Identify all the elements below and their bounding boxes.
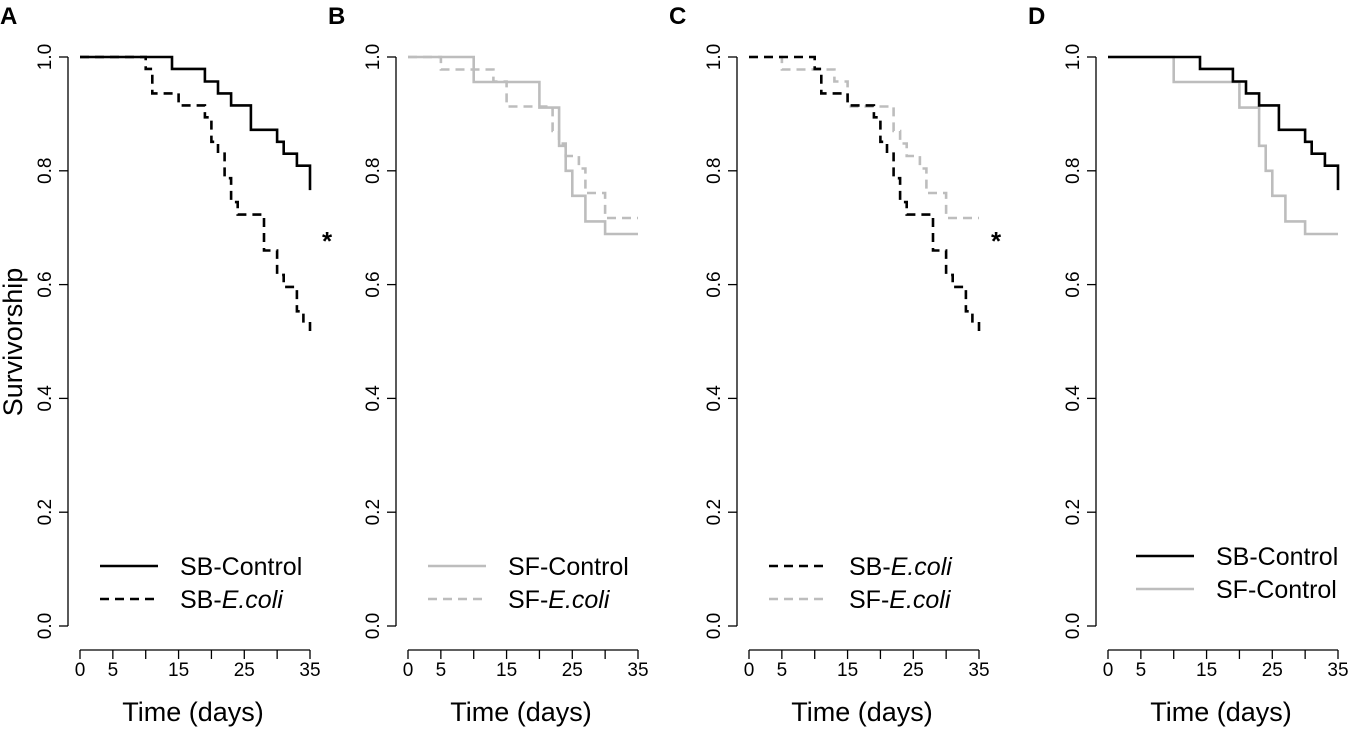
panel-letter-d: D [1028,3,1045,30]
legend-label: SB-E.coli [180,586,284,614]
x-tick-label: 5 [777,660,788,681]
y-tick-label: 0.2 [704,499,725,525]
x-axis-label: Time (days) [450,697,592,727]
x-tick-label: 25 [1262,660,1283,681]
x-tick-label: 35 [968,660,989,681]
survival-curve-sf-ecoli [749,55,979,220]
legend-label: SF-Control [1216,576,1337,604]
legend-label-italic: E.coli [222,586,285,614]
legend-label-prefix: SB- [180,586,222,614]
panel-letter-b: B [328,3,345,30]
y-tick-label: 0.0 [363,613,384,639]
x-tick-label: 0 [403,660,414,681]
y-tick-label: 1.0 [1063,44,1084,70]
survival-curve-sb-control [80,55,312,191]
panel-letter-c: C [669,3,686,30]
y-tick-label: 0.6 [704,271,725,297]
panel-letter-a: A [0,3,17,30]
legend-label: SB-Control [1216,543,1338,571]
legend-label-italic: E.coli [889,586,952,614]
x-tick-label: 0 [75,660,86,681]
significance-asterisk: * [991,226,1002,256]
x-tick-label: 5 [108,660,119,681]
legend-label-italic: E.coli [891,553,954,581]
y-tick-label: 0.4 [363,385,384,412]
x-tick-label: 5 [436,660,447,681]
legend-label-prefix: SF-Control [1216,576,1337,604]
y-tick-label: 0.8 [704,158,725,184]
y-tick-label: 1.0 [35,44,56,70]
legend-label-prefix: SB-Control [1216,543,1338,571]
panel-c: C 0.0 0.2 0.4 0.6 0.8 1.0 0 5 15 25 35 Time (days) * S… [669,3,1002,727]
legend-label: SB-Control [180,553,302,581]
legend-label-prefix: SF- [508,586,548,614]
survival-curve-sb-control [1108,55,1340,191]
survival-curve-sb-ecoli [80,55,312,336]
x-axis-label: Time (days) [122,697,264,727]
y-tick-label: 0.0 [1063,613,1084,639]
x-tick-label: 35 [627,660,648,681]
legend-label-italic: E.coli [548,586,611,614]
legend-label-prefix: SB-Control [180,553,302,581]
x-axis-label: Time (days) [1150,697,1292,727]
y-tick-label: 1.0 [363,44,384,70]
x-tick-label: 5 [1136,660,1147,681]
legend-label: SF-E.coli [508,586,611,614]
survival-curve-sf-control [1108,55,1338,236]
y-tick-label: 0.4 [1063,385,1084,412]
x-axis-label: Time (days) [791,697,933,727]
y-tick-label: 0.2 [35,499,56,525]
x-tick-label: 35 [299,660,320,681]
survival-curve-sb-ecoli [749,55,981,336]
y-tick-label: 0.8 [35,158,56,184]
y-tick-label: 1.0 [704,44,725,70]
x-tick-label: 15 [168,660,189,681]
x-tick-label: 15 [496,660,517,681]
y-tick-label: 0.2 [363,499,384,525]
panel-b: B 0.0 0.2 0.4 0.6 0.8 1.0 0 5 15 25 35 Time (days) SF… [328,3,649,727]
legend-label: SB-E.coli [849,553,953,581]
x-tick-label: 25 [903,660,924,681]
survival-curve-sf-control [408,55,638,236]
x-tick-label: 0 [744,660,755,681]
y-axis-label: Survivorship [0,268,28,417]
y-tick-label: 0.6 [35,271,56,297]
x-tick-label: 25 [234,660,255,681]
panel-a: A 0.0 0.2 0.4 0.6 0.8 1.0 0 5 15 25 35 Time (days) * S… [0,3,333,727]
x-tick-label: 35 [1327,660,1348,681]
y-tick-label: 0.6 [1063,271,1084,297]
y-tick-label: 0.0 [704,613,725,639]
y-tick-label: 0.4 [704,385,725,412]
y-tick-label: 0.8 [363,158,384,184]
legend-label-prefix: SB- [849,553,891,581]
x-tick-label: 15 [837,660,858,681]
y-tick-label: 0.0 [35,613,56,639]
y-tick-label: 0.4 [35,385,56,412]
y-tick-label: 0.6 [363,271,384,297]
legend-label-prefix: SF-Control [508,553,629,581]
x-tick-label: 0 [1103,660,1114,681]
x-tick-label: 15 [1196,660,1217,681]
x-tick-label: 25 [562,660,583,681]
panel-d: D 0.0 0.2 0.4 0.6 0.8 1.0 0 5 15 25 35 Time (days) SB… [1028,3,1349,727]
survival-curve-sf-ecoli [408,55,638,220]
legend-label: SF-E.coli [849,586,952,614]
legend-label-prefix: SF- [849,586,889,614]
significance-asterisk: * [322,226,333,256]
legend-label: SF-Control [508,553,629,581]
y-tick-label: 0.8 [1063,158,1084,184]
y-tick-label: 0.2 [1063,499,1084,525]
